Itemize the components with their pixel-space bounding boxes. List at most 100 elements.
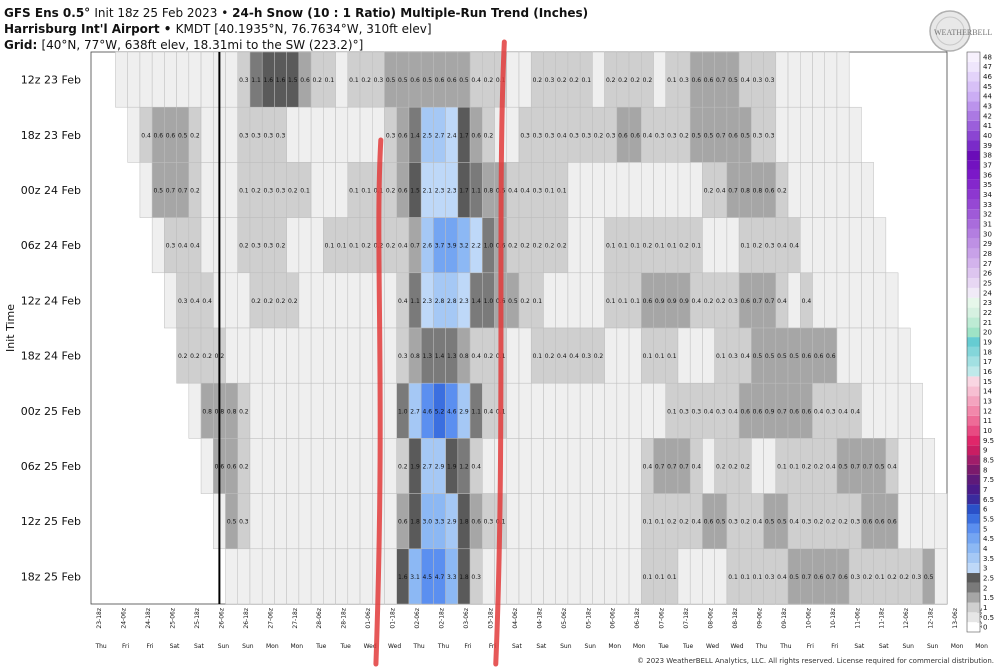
colorbar-label: 44 — [983, 93, 992, 101]
heatmap-cell — [568, 494, 580, 549]
heatmap-cell — [592, 218, 604, 273]
heatmap-cell — [617, 383, 629, 438]
heatmap-cell — [861, 218, 873, 273]
colorbar-label: 19 — [983, 339, 992, 347]
x-tick-label: 10-06z — [805, 608, 812, 629]
colorbar-label: 26 — [983, 270, 992, 278]
heatmap-cell — [629, 438, 641, 493]
x-tick-label: 03-18z — [487, 608, 494, 629]
y-tick-label: 06z 25 Feb — [21, 460, 81, 473]
colorbar-swatch — [967, 239, 980, 249]
heatmap-cell — [287, 438, 299, 493]
copyright-footer: © 2023 WeatherBELL Analytics, LLC. All r… — [637, 657, 994, 665]
cell-value: 3.2 — [459, 243, 469, 250]
cell-value: 1.1 — [471, 188, 481, 195]
cell-value: 0.6 — [789, 408, 799, 415]
heatmap-cell — [580, 549, 592, 604]
heatmap-cell — [800, 162, 812, 217]
heatmap-cell — [311, 273, 323, 328]
heatmap-cell — [886, 383, 898, 438]
heatmap-cell — [556, 273, 568, 328]
cell-value: 0.3 — [912, 574, 922, 581]
heatmap-cell — [250, 494, 262, 549]
heatmap-cell — [874, 218, 886, 273]
cell-value: 0.5 — [777, 519, 787, 526]
cell-value: 0.1 — [349, 77, 359, 84]
cell-value: 0.2 — [251, 298, 261, 305]
cell-value: 0.4 — [190, 243, 200, 250]
colorbar-swatch — [967, 386, 980, 396]
y-axis-label: Init Time — [4, 304, 17, 352]
heatmap-cell — [690, 162, 702, 217]
cell-value: 0.7 — [826, 574, 836, 581]
heatmap-cell — [482, 438, 494, 493]
cell-value: 0.4 — [789, 519, 799, 526]
cell-value: 0.6 — [838, 574, 848, 581]
x-tick-label: 28-06z — [316, 608, 323, 629]
cell-value: 0.2 — [863, 574, 873, 581]
heatmap-cell — [128, 52, 140, 107]
cell-value: 0.9 — [765, 408, 775, 415]
heatmap-cell — [519, 383, 531, 438]
x-day-label: Sun — [560, 643, 572, 650]
x-day-label: Fri — [807, 643, 814, 650]
colorbar-label: 4.5 — [983, 535, 994, 543]
cell-value: 0.1 — [630, 243, 640, 250]
cell-value: 0.2 — [520, 298, 530, 305]
cell-value: 0.2 — [643, 243, 653, 250]
colorbar-swatch — [967, 612, 980, 622]
heatmap-cell — [837, 162, 849, 217]
cell-value: 0.7 — [679, 464, 689, 471]
heatmap-cell — [250, 438, 262, 493]
heatmap-cell — [861, 273, 873, 328]
heatmap-cell — [299, 438, 311, 493]
colorbar-label: 7.5 — [983, 476, 994, 484]
colorbar-label: 27 — [983, 260, 992, 268]
cell-value: 0.1 — [667, 574, 677, 581]
cell-value: 3.3 — [447, 574, 457, 581]
heatmap-cell — [336, 273, 348, 328]
cell-value: 0.2 — [239, 464, 249, 471]
cell-value: 0.2 — [533, 243, 543, 250]
cell-value: 0.4 — [740, 77, 750, 84]
x-day-label: Sun — [242, 643, 254, 650]
cell-value: 0.6 — [814, 353, 824, 360]
cell-value: 0.1 — [325, 243, 335, 250]
cell-value: 0.2 — [190, 132, 200, 139]
heatmap-cell — [812, 162, 824, 217]
cell-value: 0.1 — [349, 243, 359, 250]
heatmap-cell — [348, 383, 360, 438]
heatmap-cell — [837, 328, 849, 383]
colorbar-label: 8.5 — [983, 456, 994, 464]
cell-value: 0.2 — [276, 298, 286, 305]
x-tick-label: 03-06z — [463, 608, 470, 629]
x-day-label: Thu — [437, 643, 449, 650]
cell-value: 0.4 — [728, 408, 738, 415]
heatmap-cell — [262, 494, 274, 549]
heatmap-cell — [384, 549, 396, 604]
heatmap-cell — [519, 328, 531, 383]
heatmap-cell — [678, 549, 690, 604]
heatmap-cell — [874, 328, 886, 383]
cell-value: 0.3 — [728, 353, 738, 360]
x-day-label: Fri — [464, 643, 471, 650]
heatmap-cell — [311, 438, 323, 493]
colorbar-swatch — [967, 376, 980, 386]
colorbar-swatch — [967, 160, 980, 170]
x-tick-label: 27-06z — [267, 608, 274, 629]
colorbar-label: 3.5 — [983, 555, 994, 563]
heatmap-cell — [825, 52, 837, 107]
cell-value: 0.4 — [777, 574, 787, 581]
heatmap-cell — [886, 328, 898, 383]
cell-value: 0.3 — [692, 408, 702, 415]
colorbar-swatch — [967, 563, 980, 573]
cell-value: 0.4 — [141, 132, 151, 139]
heatmap-cell — [580, 162, 592, 217]
cell-value: 0.7 — [765, 298, 775, 305]
cell-value: 0.6 — [875, 519, 885, 526]
cell-value: 0.5 — [704, 132, 714, 139]
x-day-label: Mon — [290, 643, 303, 650]
cell-value: 0.1 — [581, 77, 591, 84]
heatmap-cell — [287, 218, 299, 273]
